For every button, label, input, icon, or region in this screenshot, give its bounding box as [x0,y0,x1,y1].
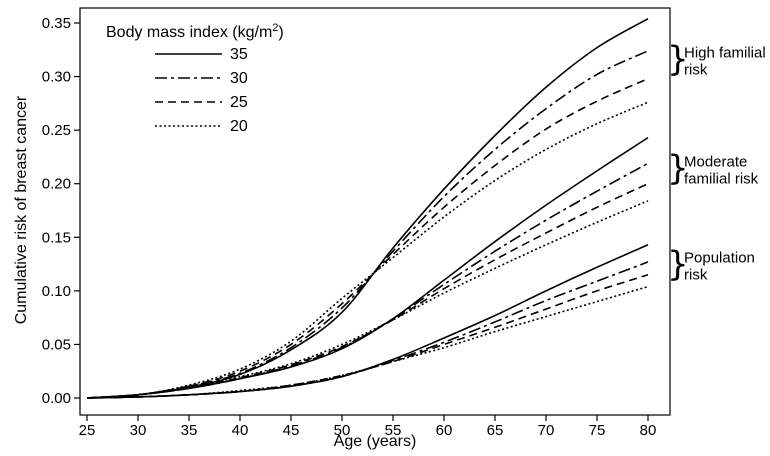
x-tick-label-25: 25 [79,422,96,439]
group-label-2-line-1: Moderate [684,153,747,170]
legend-label-25: 25 [230,94,248,111]
legend-label-30: 30 [230,70,248,87]
series-line-group1-bmi-25 [86,77,649,399]
y-axis: 0.00 0.05 0.10 0.15 0.20 0.25 0.30 0.35 [42,15,80,407]
x-tick-label-55: 55 [385,422,402,439]
series-line-group3-bmi-25 [86,274,649,399]
y-tick-label-0.00: 0.00 [42,390,71,407]
series-line-group3-bmi-35 [86,244,649,399]
x-tick-label-35: 35 [181,422,198,439]
x-tick-label-40: 40 [232,422,249,439]
legend-label-35: 35 [230,46,248,63]
x-tick-label-70: 70 [538,422,555,439]
x-tick-label-65: 65 [487,422,504,439]
group-brace-3: } [667,245,689,285]
series-line-group2-bmi-25 [86,182,649,399]
y-tick-label-0.25: 0.25 [42,122,71,139]
group-brace-1: } [667,40,689,80]
group-label-3-line-1: Population [684,250,755,267]
x-tick-label-75: 75 [589,422,606,439]
legend-title-close: ) [278,24,283,41]
y-tick-label-0.35: 0.35 [42,15,71,32]
x-axis: 25 30 35 40 45 50 55 60 65 70 75 80 [79,415,657,439]
y-tick-label-0.30: 0.30 [42,69,71,86]
series-line-group3-bmi-20 [86,285,649,399]
legend-title-superscript: 2 [272,22,278,34]
x-tick-label-50: 50 [334,422,351,439]
series-layer [86,18,649,399]
legend-label-20: 20 [230,118,248,135]
y-tick-label-0.20: 0.20 [42,176,71,193]
plot-frame [79,7,671,416]
legend-title-main: Body mass index (kg/m [106,24,272,41]
x-tick-label-30: 30 [130,422,147,439]
group-label-2-line-2: familial risk [684,170,759,187]
x-axis-title: Age (years) [334,433,417,450]
y-tick-label-0.05: 0.05 [42,336,71,353]
y-tick-label-0.15: 0.15 [42,229,71,246]
group-label-3-line-2: risk [684,267,708,284]
series-line-group1-bmi-20 [86,101,649,399]
group-brace-2: } [667,148,689,188]
series-line-group1-bmi-35 [86,18,649,399]
group-label-1-line-1: High familial [684,45,766,62]
y-tick-label-0.10: 0.10 [42,283,71,300]
legend: Body mass index (kg/m2) 35 30 25 20 [106,22,284,135]
group-label-1-line-2: risk [684,62,708,79]
legend-title: Body mass index (kg/m2) [106,22,284,41]
x-tick-label-60: 60 [436,422,453,439]
y-axis-title: Cumulative risk of breast cancer [13,95,30,324]
x-tick-label-45: 45 [283,422,300,439]
x-tick-label-80: 80 [640,422,657,439]
series-line-group2-bmi-35 [86,136,649,399]
